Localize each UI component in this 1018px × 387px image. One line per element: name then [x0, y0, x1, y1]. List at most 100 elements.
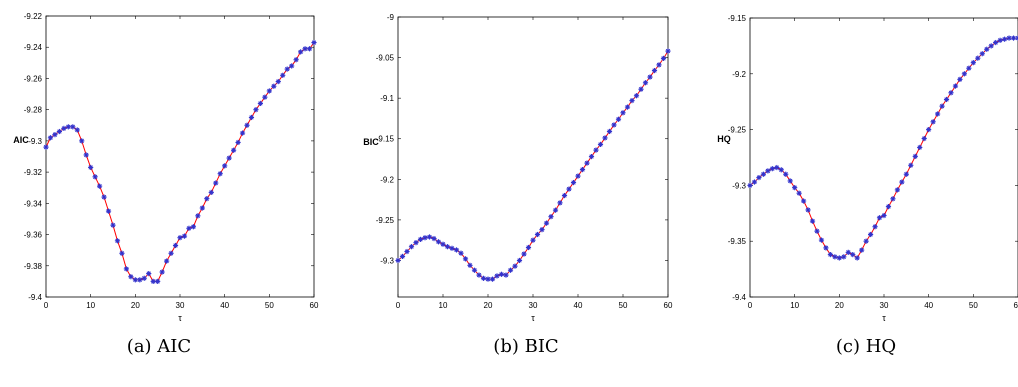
data-point — [431, 235, 437, 242]
data-point — [993, 39, 999, 46]
data-point — [1002, 36, 1008, 42]
y-axis-label: BIC — [363, 137, 379, 147]
data-point — [939, 103, 945, 109]
x-tick-label: 0 — [748, 301, 753, 310]
data-point — [908, 162, 914, 168]
data-point — [552, 207, 559, 213]
y-tick-label: -9.24 — [24, 43, 43, 52]
data-point — [881, 212, 887, 219]
x-tick-label: 40 — [574, 301, 583, 310]
data-point — [868, 231, 874, 238]
y-tick-label: -9.38 — [24, 262, 43, 271]
data-point — [597, 141, 604, 148]
data-point — [485, 276, 491, 282]
data-point — [801, 198, 807, 204]
chart-caption: (c) HQ — [836, 336, 896, 357]
data-point — [952, 83, 959, 89]
y-tick-label: -9.28 — [24, 106, 43, 115]
data-point — [275, 78, 281, 85]
data-point — [289, 63, 295, 69]
data-point — [792, 185, 798, 191]
data-point — [611, 122, 617, 128]
data-point — [293, 57, 299, 63]
y-tick-label: -9.32 — [24, 168, 43, 177]
data-point — [172, 242, 179, 249]
data-point — [859, 247, 865, 253]
y-tick-label: -9.36 — [24, 231, 43, 240]
data-point — [579, 166, 586, 173]
x-tick-label: 40 — [924, 301, 933, 310]
data-point — [885, 204, 892, 210]
data-point — [422, 235, 428, 241]
data-point — [311, 39, 317, 46]
data-point — [248, 114, 255, 121]
data-point — [43, 144, 49, 150]
data-point — [602, 135, 608, 141]
data-point — [88, 164, 94, 171]
data-point — [110, 222, 116, 228]
data-point — [850, 251, 856, 258]
data-point — [101, 194, 107, 200]
data-point — [119, 250, 125, 256]
data-point — [97, 183, 103, 189]
data-point — [404, 248, 410, 255]
data-point — [92, 174, 98, 180]
chart-panel-2: 0 10 20 30 40 50 60 -9.3 -9.25 -9.2 -9.15 -9.1 -9.05… — [363, 13, 673, 357]
data-point — [155, 278, 161, 284]
y-tick-label: -9.26 — [24, 74, 43, 83]
data-point — [593, 147, 599, 153]
data-point — [70, 124, 76, 130]
data-point — [836, 255, 842, 261]
data-point — [943, 96, 950, 103]
x-tick-label: 20 — [131, 301, 140, 310]
data-point — [921, 135, 927, 142]
data-point — [647, 74, 653, 80]
y-tick-label: -9.25 — [376, 216, 395, 225]
data-point — [769, 166, 775, 172]
data-point — [1006, 35, 1012, 41]
data-point — [521, 251, 527, 257]
data-point — [876, 215, 883, 221]
data-point — [638, 86, 644, 92]
data-point — [805, 207, 811, 213]
data-point — [74, 127, 80, 133]
data-point — [570, 179, 577, 186]
data-point — [266, 88, 272, 94]
data-point — [65, 124, 71, 130]
data-point — [186, 225, 192, 231]
data-point — [190, 224, 196, 230]
data-point — [47, 135, 54, 141]
data-point — [629, 97, 635, 104]
data-point — [863, 238, 869, 244]
series-line — [45, 42, 315, 282]
plot-frame — [397, 16, 669, 298]
x-axis-label: τ — [178, 313, 182, 323]
series-line — [749, 37, 1018, 259]
x-tick-label: 40 — [220, 301, 229, 310]
data-point — [903, 171, 909, 177]
data-point — [525, 244, 532, 251]
data-point — [534, 231, 541, 238]
data-point — [783, 171, 789, 177]
data-point — [217, 171, 223, 177]
data-point — [123, 266, 129, 272]
data-point — [975, 55, 981, 61]
y-tick-label: -9.2 — [732, 70, 746, 79]
data-point — [262, 94, 268, 100]
data-point — [530, 237, 536, 243]
data-point — [620, 110, 626, 116]
chart-caption: (b) BIC — [493, 336, 558, 357]
x-axis-label: τ — [531, 313, 535, 323]
data-point — [926, 127, 932, 133]
y-tick-label: -9.3 — [380, 256, 394, 265]
data-point — [79, 138, 85, 144]
y-axis-label: HQ — [717, 134, 731, 144]
data-point — [408, 244, 415, 250]
data-point — [1010, 35, 1017, 41]
y-tick-label: -9.22 — [24, 12, 43, 21]
x-tick-label: 20 — [835, 301, 844, 310]
data-point — [146, 270, 152, 277]
data-point — [665, 48, 671, 54]
data-point — [917, 144, 923, 151]
y-tick-label: -9.1 — [380, 94, 394, 103]
